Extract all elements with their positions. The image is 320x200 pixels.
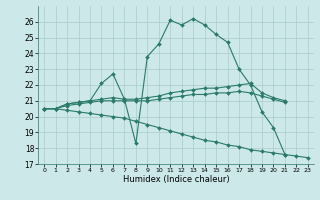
X-axis label: Humidex (Indice chaleur): Humidex (Indice chaleur) [123, 175, 229, 184]
